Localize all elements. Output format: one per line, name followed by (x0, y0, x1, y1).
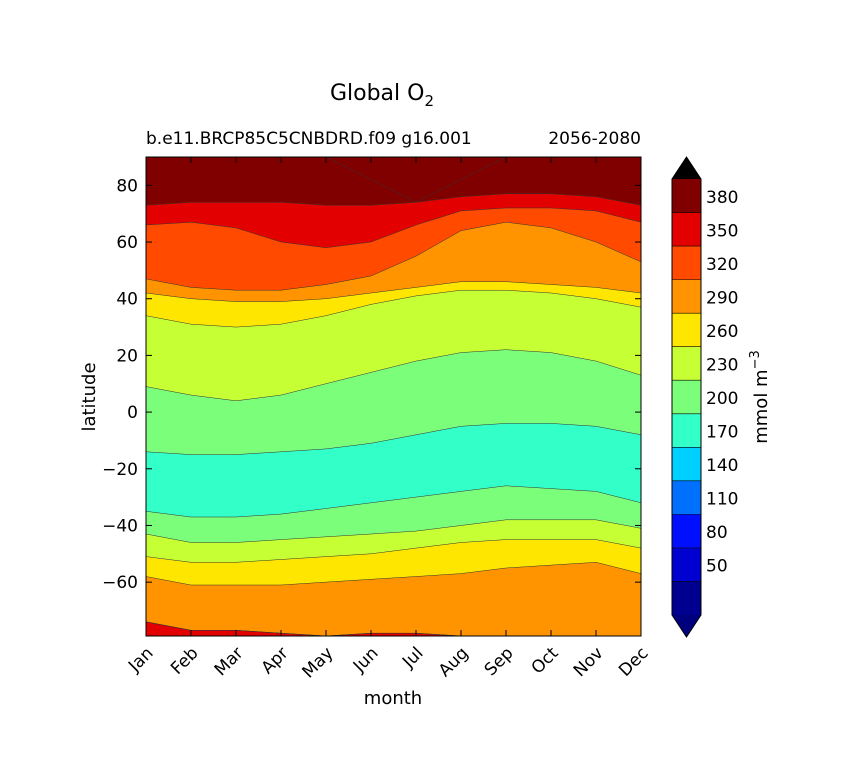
colorbar-tick-label: 140 (706, 456, 738, 476)
x-tick-label: Oct (528, 643, 563, 678)
x-tick-label: Dec (615, 643, 652, 680)
plot-frame (145, 156, 642, 637)
colorbar-tick-label: 290 (706, 288, 738, 308)
x-tick-label: Aug (435, 643, 473, 681)
colorbar-tick-label: 230 (706, 355, 738, 375)
chart-title: Global O2 (330, 81, 434, 110)
colorbar-frame (671, 156, 702, 638)
colorbar-tick-label: 260 (706, 322, 738, 342)
colorbar-tick-label: 50 (706, 557, 728, 577)
x-tick-label: Sep (481, 643, 518, 680)
y-tick-label: −40 (102, 516, 138, 536)
colorbar-segment (672, 313, 701, 347)
colorbar-label: mmol m−3 (748, 350, 772, 444)
x-tick-label: Feb (167, 643, 202, 678)
colorbar-segment (672, 514, 701, 548)
x-tick-label: May (299, 643, 338, 682)
colorbar-segment (672, 447, 701, 481)
contour-band (146, 157, 641, 203)
colorbar-tick-label: 350 (706, 221, 738, 241)
colorbar-segment (672, 212, 701, 247)
x-tick-label: Mar (211, 643, 248, 680)
colorbar-tick-label: 200 (706, 389, 738, 409)
x-tick-label: Jan (124, 643, 157, 676)
colorbar-tick-label: 80 (706, 523, 728, 543)
colorbar-segment (672, 380, 701, 414)
y-tick-label: 60 (116, 233, 138, 253)
colorbar-segment (672, 480, 701, 515)
x-tick-label: Nov (570, 643, 608, 681)
y-tick-label: 20 (116, 346, 138, 366)
colorbar-tick-label: 320 (706, 255, 738, 275)
colorbar-segment (672, 346, 701, 381)
colorbar-segment (672, 413, 701, 448)
colorbar-extend-max (672, 157, 701, 179)
y-tick-label: −60 (102, 573, 138, 593)
x-tick-label: Apr (258, 643, 293, 678)
subtitle-left: b.e11.BRCP85C5CNBDRD.f09 g16.001 (146, 129, 472, 149)
y-axis-label: latitude (79, 362, 100, 431)
y-tick-label: 40 (116, 290, 138, 310)
colorbar-segment (672, 179, 701, 213)
colorbar-extend-min (672, 615, 701, 637)
y-tick-label: 80 (116, 176, 138, 196)
colorbar-segment (672, 246, 701, 280)
chart-title-subscript: 2 (424, 92, 434, 110)
contour-bands (146, 157, 641, 636)
colorbar-label-superscript: −3 (748, 350, 763, 369)
x-axis-label: month (364, 688, 422, 709)
colorbar-tick-label: 380 (706, 188, 738, 208)
colorbar-segment (672, 279, 701, 314)
y-axis: 80 60 40 20 0 −20 −40 −60 (102, 176, 641, 593)
colorbar-tick-label: 110 (706, 490, 738, 510)
colorbar: 50 80 110 140 170 200 230 260 290 320 350 380 (671, 156, 738, 638)
subtitle-right: 2056-2080 (548, 129, 641, 149)
x-tick-label: Jun (349, 643, 383, 677)
y-tick-label: 0 (127, 403, 138, 423)
colorbar-tick-label: 170 (706, 423, 738, 443)
y-tick-label: −20 (102, 460, 138, 480)
x-tick-label: Jul (398, 643, 427, 672)
plot-area (145, 156, 642, 637)
colorbar-segment (672, 581, 701, 615)
colorbar-segment (672, 547, 701, 582)
